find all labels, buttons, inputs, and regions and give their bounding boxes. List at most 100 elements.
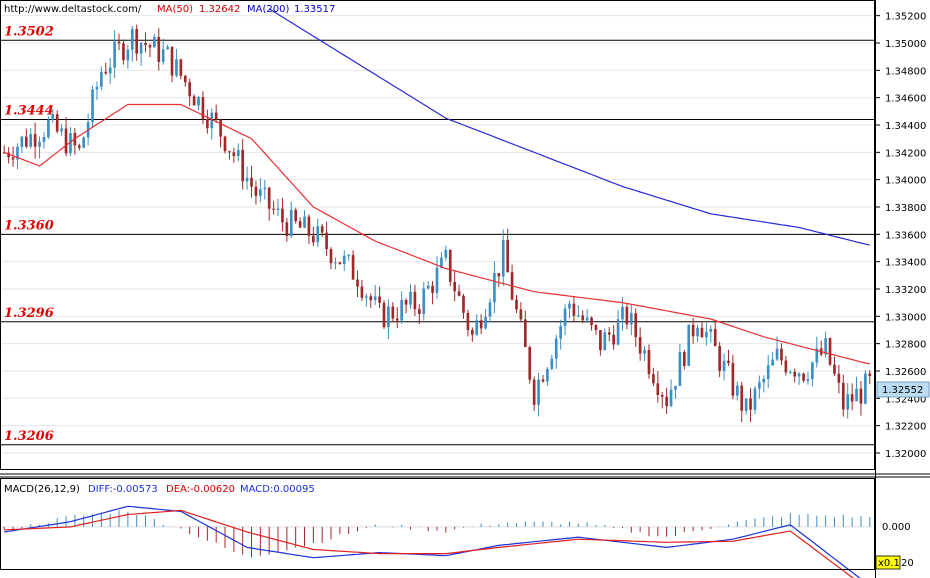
candle-body: [859, 388, 863, 404]
candle-body: [7, 152, 10, 158]
candle-body: [170, 46, 174, 76]
candle-body: [669, 389, 673, 407]
ma200-label: MA(200): [247, 4, 289, 15]
candle-body: [868, 373, 872, 377]
candle-body: [422, 288, 426, 314]
candle-body: [806, 379, 810, 381]
candle-body: [179, 59, 183, 76]
candle-body: [766, 365, 770, 379]
price-tick-label: 1.34200: [885, 148, 926, 159]
candle-body: [201, 97, 205, 119]
candle-body: [214, 112, 218, 120]
candle-body: [126, 49, 130, 61]
macd-title: MACD(26,12,9): [4, 484, 80, 495]
candle-body: [228, 151, 231, 153]
candle-body: [709, 328, 713, 332]
candle-body: [241, 149, 245, 182]
candle-body: [687, 324, 691, 366]
macd-dea-label: DEA:-0.00620: [166, 484, 235, 495]
candle-body: [166, 46, 169, 50]
ma50-line: [3, 103, 870, 365]
candle-body: [400, 299, 403, 321]
price-tick-label: 1.35200: [885, 12, 926, 23]
candle-body: [731, 363, 735, 396]
candle-body: [431, 285, 434, 293]
candle-body: [298, 221, 302, 228]
candle-body: [219, 119, 222, 137]
candle-body: [82, 137, 86, 148]
candle-body: [47, 119, 50, 138]
candle-body: [735, 385, 739, 396]
candle-body: [373, 296, 377, 301]
candle-body: [122, 43, 125, 61]
candle-body: [440, 257, 443, 268]
candle-body: [236, 149, 240, 157]
candle-body: [197, 97, 200, 106]
candle-body: [276, 208, 280, 210]
level-label: 1.3502: [4, 24, 54, 39]
candle-body: [501, 239, 505, 277]
candle-body: [740, 385, 744, 411]
candle-body: [351, 255, 355, 280]
candle-body: [418, 309, 421, 314]
candle-body: [69, 132, 72, 154]
candle-body: [135, 29, 139, 54]
candle-body: [475, 320, 479, 335]
source-url: http://www.deltastock.com/: [4, 4, 142, 15]
candle-body: [409, 291, 412, 305]
candle-body: [153, 37, 156, 48]
price-tick-label: 1.34600: [885, 94, 926, 105]
candle-body: [60, 128, 63, 132]
candle-body: [95, 86, 99, 90]
candle-body: [29, 134, 33, 147]
candle-body: [532, 379, 536, 405]
candle-body: [51, 114, 55, 120]
candle-body: [91, 89, 94, 123]
candle-body: [117, 41, 121, 44]
candle-body: [788, 371, 792, 373]
candle-body: [139, 43, 143, 54]
candle-body: [223, 136, 227, 152]
candle-body: [175, 59, 178, 76]
price-tick-label: 1.32000: [885, 449, 926, 460]
candle-body: [713, 328, 717, 347]
candle-body: [325, 232, 328, 250]
candle-body: [497, 273, 501, 277]
ma200-line: [268, 8, 870, 246]
price-axis: 1.35200 1.35000 1.34800 1.34600 1.34400 1.342…: [875, 12, 926, 460]
ma50-value: 1.32642: [199, 4, 240, 15]
candle-body: [837, 373, 841, 383]
macd-scale-badge: x0.1: [878, 558, 900, 569]
candle-body: [678, 352, 682, 386]
candle-body: [718, 346, 721, 371]
candle-body: [559, 326, 562, 339]
candle-body: [329, 249, 333, 264]
candle-body: [594, 325, 598, 331]
candle-body: [104, 71, 108, 74]
candle-body: [250, 177, 253, 187]
candle-body: [77, 145, 81, 148]
candle-body: [267, 187, 271, 209]
price-tick-label: 1.34000: [885, 176, 926, 187]
candle-body: [294, 209, 298, 222]
candle-body: [192, 96, 196, 106]
candle-body: [762, 378, 766, 383]
candle-body: [554, 338, 558, 359]
candle-body: [797, 373, 801, 377]
candle-body: [232, 152, 236, 157]
candle-body: [188, 82, 192, 97]
candle-body: [550, 358, 554, 369]
candle-body: [700, 327, 704, 338]
candle-body: [206, 118, 209, 129]
candle-body: [771, 359, 774, 366]
candle-body: [665, 396, 668, 407]
candle-body: [607, 332, 611, 335]
price-tick-label: 1.32400: [885, 394, 926, 405]
price-tick-label: 1.33200: [885, 285, 926, 296]
candle-body: [157, 37, 161, 62]
candle-body: [563, 308, 567, 327]
candle-body: [647, 350, 651, 375]
price-tick-label: 1.33000: [885, 312, 926, 323]
price-tick-label: 1.34800: [885, 66, 926, 77]
